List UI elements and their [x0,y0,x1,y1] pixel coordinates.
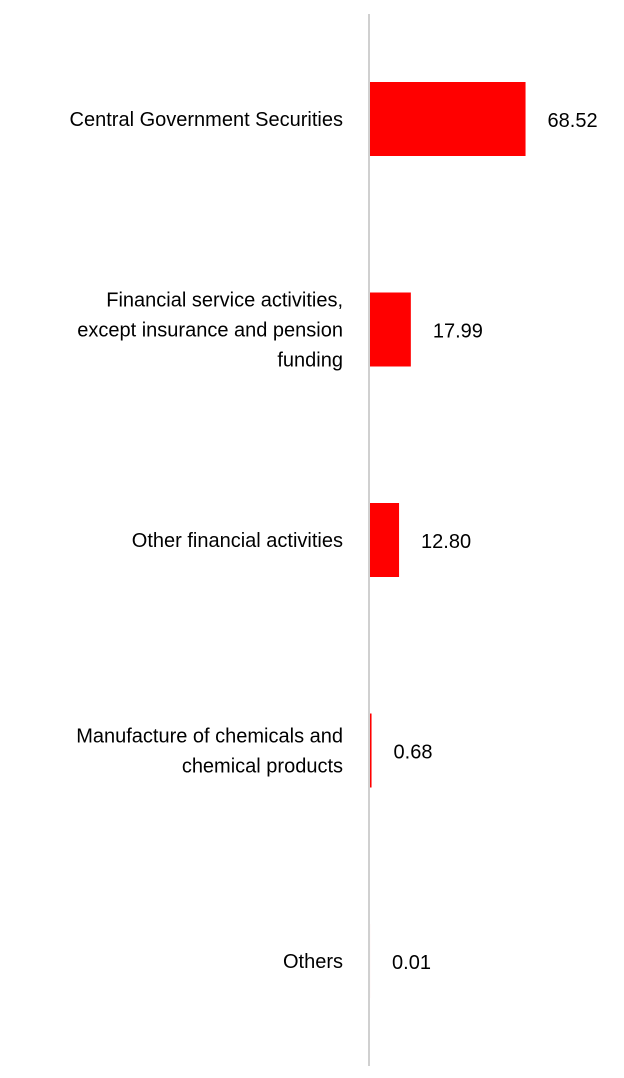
bars-layer [370,82,526,998]
category-label-line: Financial service activities, [106,290,343,312]
category-label-line: funding [277,350,343,372]
bar-1 [370,292,411,367]
category-label-2: Other financial activities [132,530,343,552]
category-label-4: Others [283,951,343,973]
value-label-4: 0.01 [392,952,431,974]
category-label-line: except insurance and pension [77,320,343,342]
bar-3 [370,713,372,788]
category-label-line: Central Government Securities [70,109,343,131]
category-label-0: Central Government Securities [70,109,343,131]
bar-2 [370,503,400,577]
value-labels-layer: 68.52 17.99 12.80 0.68 0.01 [392,110,598,974]
category-label-1: Financial service activities, except insu… [77,290,343,372]
category-label-line: Other financial activities [132,530,343,552]
value-label-3: 0.68 [394,742,433,764]
category-labels-layer: Central Government Securities Financial s… [70,109,343,973]
category-label-line: Manufacture of chemicals and [76,726,343,748]
bar-0 [370,82,526,156]
category-label-3: Manufacture of chemicals and chemical pro… [76,726,343,778]
value-label-2: 12.80 [421,531,471,553]
value-label-0: 68.52 [548,110,598,132]
category-label-line: Others [283,951,343,973]
value-label-1: 17.99 [433,321,483,343]
category-label-line: chemical products [182,756,343,778]
